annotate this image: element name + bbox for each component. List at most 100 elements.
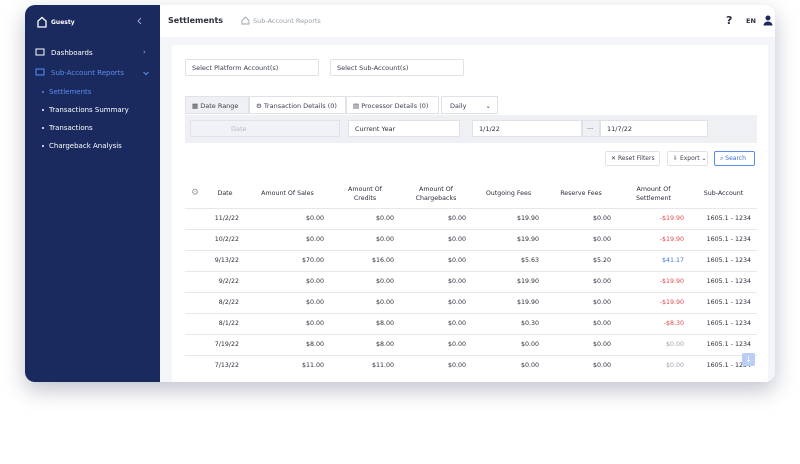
menu-item[interactable]: Dashboards xyxy=(51,49,93,57)
submenu-item[interactable]: Transactions xyxy=(42,124,93,132)
cell: $19.90 xyxy=(472,270,545,292)
cell: $0.00 xyxy=(545,291,617,313)
range-select[interactable]: Current Year xyxy=(348,120,460,137)
cell: $0.00 xyxy=(245,312,330,334)
icon: ✕ xyxy=(611,155,618,162)
tab[interactable]: ▤ Processor Details (0) xyxy=(346,96,439,114)
search-button[interactable]: ⌕ Search xyxy=(714,151,755,166)
bullet xyxy=(42,109,44,111)
tab-label: Processor Details (0) xyxy=(361,102,429,110)
cell: $11.00 xyxy=(245,354,330,376)
cell: $0.00 xyxy=(330,291,400,313)
cell: $8.00 xyxy=(330,333,400,355)
sub-account-select[interactable]: Select Sub-Account(s) xyxy=(330,59,464,76)
submenu-label: Transactions xyxy=(49,124,93,132)
cell: $0.00 xyxy=(472,333,545,355)
cell: -$19.90 xyxy=(617,207,690,229)
menu-item-active[interactable]: Sub-Account Reports xyxy=(51,69,125,77)
table-row: 9/13/22 $70.00 $16.00 $0.00 $5.63 $5.20 $41.17… xyxy=(185,249,757,271)
cell xyxy=(185,291,205,313)
tab[interactable]: ⚙ Transaction Details (0) xyxy=(249,96,346,114)
cell: 1605.1 - 1234 xyxy=(690,333,757,355)
chevron-down xyxy=(143,71,149,76)
tab-label: Date Range xyxy=(200,102,239,110)
cell: 1605.1 - 1234 xyxy=(690,354,757,376)
column-header: Date xyxy=(217,190,233,198)
breadcrumb[interactable]: Sub-Account Reports xyxy=(253,17,321,25)
tab-icon: ▤ xyxy=(353,102,362,110)
cell: $19.90 xyxy=(472,291,545,313)
cell: $0.00 xyxy=(245,270,330,292)
cell xyxy=(185,333,205,355)
cell: $0.00 xyxy=(245,228,330,250)
select-label: Select Sub-Account(s) xyxy=(337,64,409,72)
column-header: Amount Of Settlement xyxy=(636,185,671,202)
field-select: Date xyxy=(190,120,340,137)
settings-icon[interactable]: ⚙ xyxy=(190,188,200,199)
column-header: Reserve Fees xyxy=(560,190,602,198)
cell: $0.00 xyxy=(545,312,617,334)
table-row: 9/2/22 $0.00 $0.00 $0.00 $19.90 $0.00 -$19.90 1… xyxy=(185,270,757,292)
cell: 7/13/22 xyxy=(205,354,245,376)
cell: 10/2/22 xyxy=(205,228,245,250)
submenu-item[interactable]: Transactions Summary xyxy=(42,106,129,114)
submenu-label: Transactions Summary xyxy=(49,106,129,114)
cell: 9/13/22 xyxy=(205,249,245,271)
range-label: Current Year xyxy=(355,125,396,133)
brand-name: Guesty xyxy=(51,19,75,26)
cell: $0.00 xyxy=(617,354,690,376)
reports-icon xyxy=(35,68,45,76)
cell: $0.00 xyxy=(400,249,472,271)
table-row: 7/19/22 $8.00 $8.00 $0.00 $0.00 $0.00 $0.00 160… xyxy=(185,333,757,355)
help-button[interactable]: ? xyxy=(726,14,733,27)
cell: $0.30 xyxy=(472,312,545,334)
submenu-item-active[interactable]: Settlements xyxy=(42,88,91,96)
from-date[interactable]: 1/1/22 xyxy=(472,120,582,137)
submenu-item[interactable]: Chargeback Analysis xyxy=(42,142,122,150)
home-icon xyxy=(241,16,250,25)
cell xyxy=(185,249,205,271)
cell: -$19.90 xyxy=(617,270,690,292)
reset-button[interactable]: ✕ Reset Filters xyxy=(605,151,660,166)
tab-icon: ⚙ xyxy=(256,102,264,110)
export-button[interactable]: ⇩ Export ⌄ xyxy=(667,151,708,166)
collapse-button[interactable] xyxy=(135,16,145,26)
icon: ⌄ xyxy=(699,155,707,162)
chevron: › xyxy=(143,48,146,56)
cell: 9/2/22 xyxy=(205,270,245,292)
settlements-table: ⚙ Date Amount Of Sales Amount Of Credits Amo… xyxy=(185,180,757,376)
cell: 1605.1 - 1234 xyxy=(690,228,757,250)
cell: $0.00 xyxy=(400,354,472,376)
icon: ⇩ xyxy=(673,155,680,162)
cell: $0.00 xyxy=(545,270,617,292)
cell: $0.00 xyxy=(330,270,400,292)
cell: $0.00 xyxy=(400,228,472,250)
cell: 1605.1 - 1234 xyxy=(690,291,757,313)
column-header: Amount Of Credits xyxy=(348,185,382,202)
cell: $70.00 xyxy=(245,249,330,271)
cell: $0.00 xyxy=(245,207,330,229)
scroll-down-button[interactable]: ↓ xyxy=(742,353,755,366)
period-dropdown[interactable]: Daily ⌄ xyxy=(441,96,498,114)
to-date[interactable]: 11/7/22 xyxy=(600,120,708,137)
cell: -$19.90 xyxy=(617,228,690,250)
header-row: ⚙ Date Amount Of Sales Amount Of Credits Amo… xyxy=(185,180,757,208)
button-label: Search xyxy=(725,155,746,162)
cell xyxy=(185,228,205,250)
cell: 1605.1 - 1234 xyxy=(690,249,757,271)
tab-active[interactable]: ▦ Date Range xyxy=(185,96,249,114)
platform-select[interactable]: Select Platform Account(s) xyxy=(185,59,319,76)
cell: $19.90 xyxy=(472,207,545,229)
cell: $0.00 xyxy=(400,270,472,292)
cell: $8.00 xyxy=(245,333,330,355)
cell: $5.63 xyxy=(472,249,545,271)
page-title: Settlements xyxy=(168,16,224,25)
column-header: Sub-Account xyxy=(703,190,744,198)
cell: $0.00 xyxy=(472,354,545,376)
submenu-label: Settlements xyxy=(49,88,92,96)
cell: $0.00 xyxy=(330,228,400,250)
language-button[interactable]: EN xyxy=(746,17,756,25)
brand-logo xyxy=(37,16,47,28)
user-icon[interactable] xyxy=(763,15,773,26)
table-row: 11/2/22 $0.00 $0.00 $0.00 $19.90 $0.00 -$19.90… xyxy=(185,207,757,229)
